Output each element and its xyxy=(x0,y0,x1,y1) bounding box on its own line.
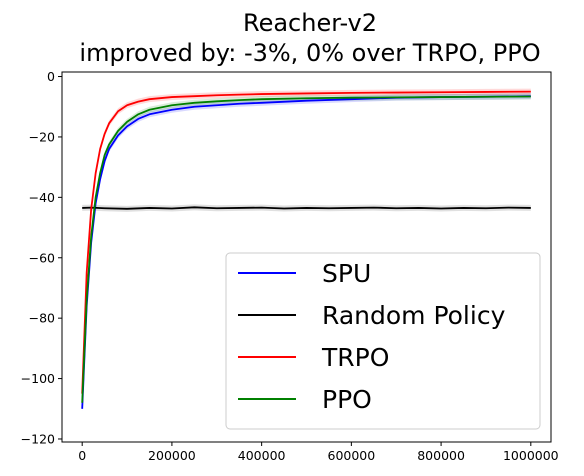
chart-title-line-2: improved by: -3%, 0% over TRPO, PPO xyxy=(79,39,540,67)
y-tick-label: −20 xyxy=(29,129,55,144)
y-tick-label: −100 xyxy=(21,371,55,386)
chart-title-line-1: Reacher-v2 xyxy=(243,9,377,37)
legend: SPU Random Policy TRPO PPO xyxy=(225,252,541,430)
y-tick-label: −60 xyxy=(29,250,55,265)
plot-area: 0 200000 400000 600000 800000 1000000 0 −20 −40 −… xyxy=(21,69,559,463)
series-line-trpo xyxy=(81,90,531,394)
x-tick-label: 800000 xyxy=(417,448,465,463)
x-tick-label: 600000 xyxy=(328,448,376,463)
legend-label: Random Policy xyxy=(322,301,506,330)
y-tick-label: −40 xyxy=(29,190,55,205)
legend-label: SPU xyxy=(322,259,371,288)
legend-label: PPO xyxy=(322,385,372,414)
series-band-0 xyxy=(82,93,531,412)
y-tick-label: 0 xyxy=(47,69,55,84)
x-tick-label: 200000 xyxy=(148,448,196,463)
y-tick-label: −120 xyxy=(21,431,55,446)
series-line-random-policy xyxy=(82,206,531,210)
series-band-3 xyxy=(82,93,531,406)
y-tick-label: −80 xyxy=(29,311,55,326)
series-line-ppo xyxy=(81,95,531,403)
x-tick-label: 0 xyxy=(78,448,86,463)
x-tick-label: 1000000 xyxy=(503,448,559,463)
series-line-spu xyxy=(81,95,531,409)
legend-box xyxy=(225,252,541,430)
axes-frame xyxy=(61,71,552,443)
x-tick-label: 400000 xyxy=(238,448,286,463)
legend-label: TRPO xyxy=(321,343,389,372)
